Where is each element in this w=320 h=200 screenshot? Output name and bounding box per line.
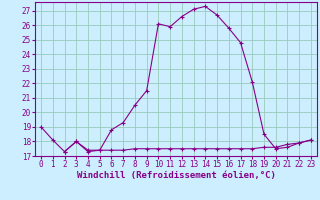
X-axis label: Windchill (Refroidissement éolien,°C): Windchill (Refroidissement éolien,°C): [76, 171, 276, 180]
